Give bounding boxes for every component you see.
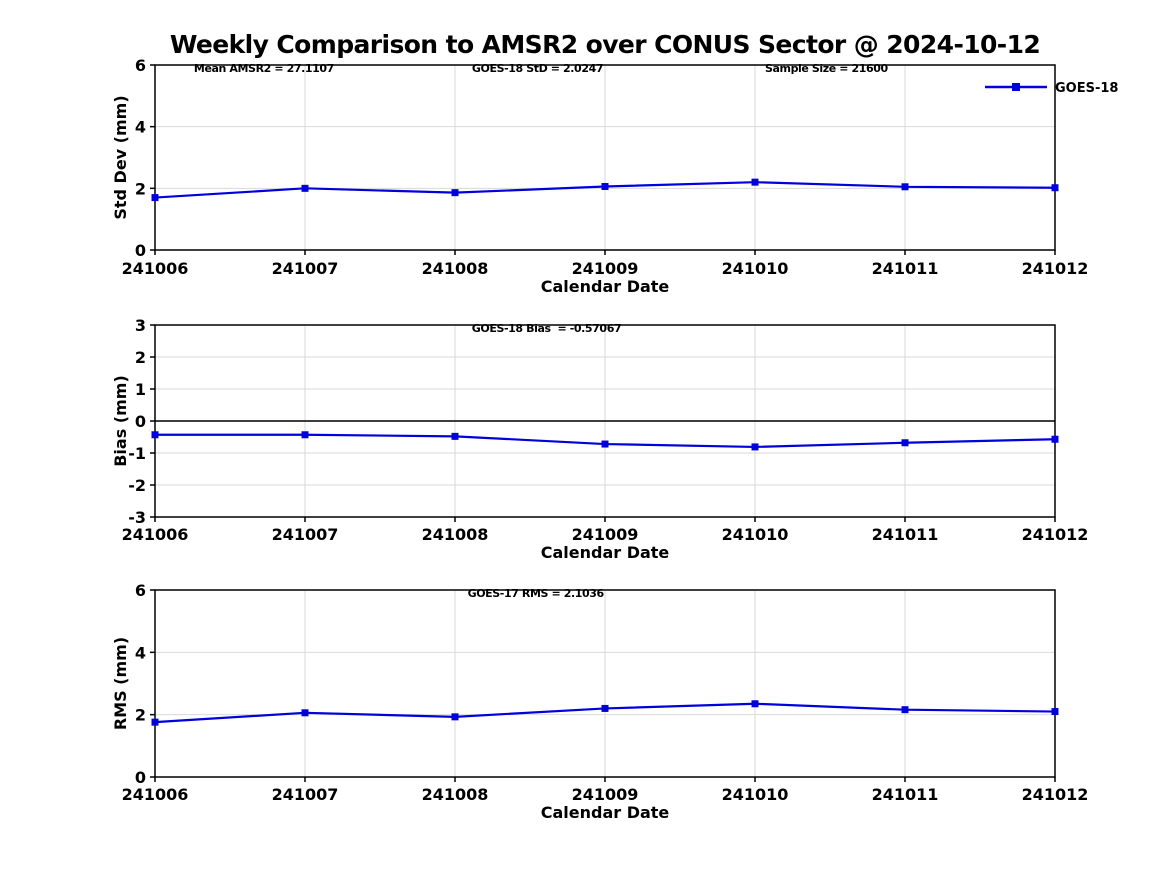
x-tick-label: 241011 [872, 525, 939, 544]
y-tick-label: 4 [135, 118, 146, 137]
x-tick-label: 241006 [122, 785, 189, 804]
data-point [1051, 435, 1059, 443]
x-tick-label: 241012 [1022, 525, 1089, 544]
x-axis-label: Calendar Date [541, 803, 670, 822]
x-tick-label: 241010 [722, 785, 789, 804]
y-tick-label: 2 [135, 706, 146, 725]
annotation: GOES-18 StD = 2.0247 [472, 62, 603, 75]
x-tick-label: 241009 [572, 785, 639, 804]
data-point [601, 704, 609, 712]
x-axis-label: Calendar Date [541, 277, 670, 296]
data-point [1051, 184, 1059, 192]
x-tick-label: 241009 [572, 259, 639, 278]
subplot-2: 241006 241007 241008 241009 241010 241011 2410… [111, 316, 1088, 562]
figure-title: Weekly Comparison to AMSR2 over CONUS Se… [169, 30, 1041, 59]
y-tick-label: 1 [135, 380, 146, 399]
y-tick-label: -2 [128, 476, 146, 495]
data-point [301, 184, 309, 192]
data-point [751, 178, 759, 186]
x-tick-label: 241006 [122, 525, 189, 544]
y-tick-label: 6 [135, 56, 146, 75]
x-tick-label: 241007 [272, 785, 339, 804]
x-tick-label: 241012 [1022, 259, 1089, 278]
y-tick-label: 0 [135, 768, 146, 787]
data-point [751, 700, 759, 708]
x-tick-label: 241008 [422, 259, 489, 278]
y-axis-label: Std Dev (mm) [111, 95, 130, 219]
y-tick-label: 3 [135, 316, 146, 335]
data-point [901, 183, 909, 191]
y-tick-label: -1 [128, 444, 146, 463]
data-point [151, 431, 159, 439]
y-axis-label: RMS (mm) [111, 637, 130, 730]
x-axis-label: Calendar Date [541, 543, 670, 562]
x-tick-label: 241008 [422, 785, 489, 804]
subplot-1: 241006 241007 241008 241009 241010 241011 2410… [111, 56, 1088, 296]
data-point [451, 713, 459, 721]
y-tick-label: 4 [135, 643, 146, 662]
data-point [451, 432, 459, 440]
y-tick-label: 2 [135, 179, 146, 198]
y-tick-label: 6 [135, 581, 146, 600]
data-point [751, 443, 759, 451]
legend: GOES-18 [985, 81, 1118, 96]
x-tick-label: 241011 [872, 785, 939, 804]
data-point [451, 189, 459, 197]
data-point [901, 706, 909, 714]
y-tick-label: 0 [135, 412, 146, 431]
legend-label: GOES-18 [1055, 81, 1118, 96]
data-point [151, 194, 159, 202]
data-point [301, 709, 309, 717]
data-point [1051, 708, 1059, 716]
annotation: GOES-18 Bias = -0.57067 [472, 322, 621, 335]
data-point [151, 718, 159, 726]
annotation: Mean AMSR2 = 27.1107 [194, 62, 334, 75]
y-tick-label: -3 [128, 508, 146, 527]
x-tick-label: 241011 [872, 259, 939, 278]
data-point [601, 182, 609, 190]
x-tick-label: 241012 [1022, 785, 1089, 804]
x-tick-label: 241008 [422, 525, 489, 544]
y-tick-label: 0 [135, 241, 146, 260]
x-tick-label: 241010 [722, 525, 789, 544]
legend-marker [1012, 83, 1020, 91]
annotation: Sample Size = 21600 [765, 62, 889, 75]
x-tick-label: 241007 [272, 259, 339, 278]
y-axis-label: Bias (mm) [111, 375, 130, 467]
x-tick-label: 241007 [272, 525, 339, 544]
y-tick-label: 2 [135, 348, 146, 367]
data-point [901, 439, 909, 447]
x-tick-label: 241009 [572, 525, 639, 544]
annotation: GOES-17 RMS = 2.1036 [468, 587, 605, 600]
subplot-3: 241006 241007 241008 241009 241010 241011 2410… [111, 581, 1088, 822]
data-point [301, 431, 309, 439]
x-tick-label: 241006 [122, 259, 189, 278]
data-point [601, 440, 609, 448]
x-tick-label: 241010 [722, 259, 789, 278]
